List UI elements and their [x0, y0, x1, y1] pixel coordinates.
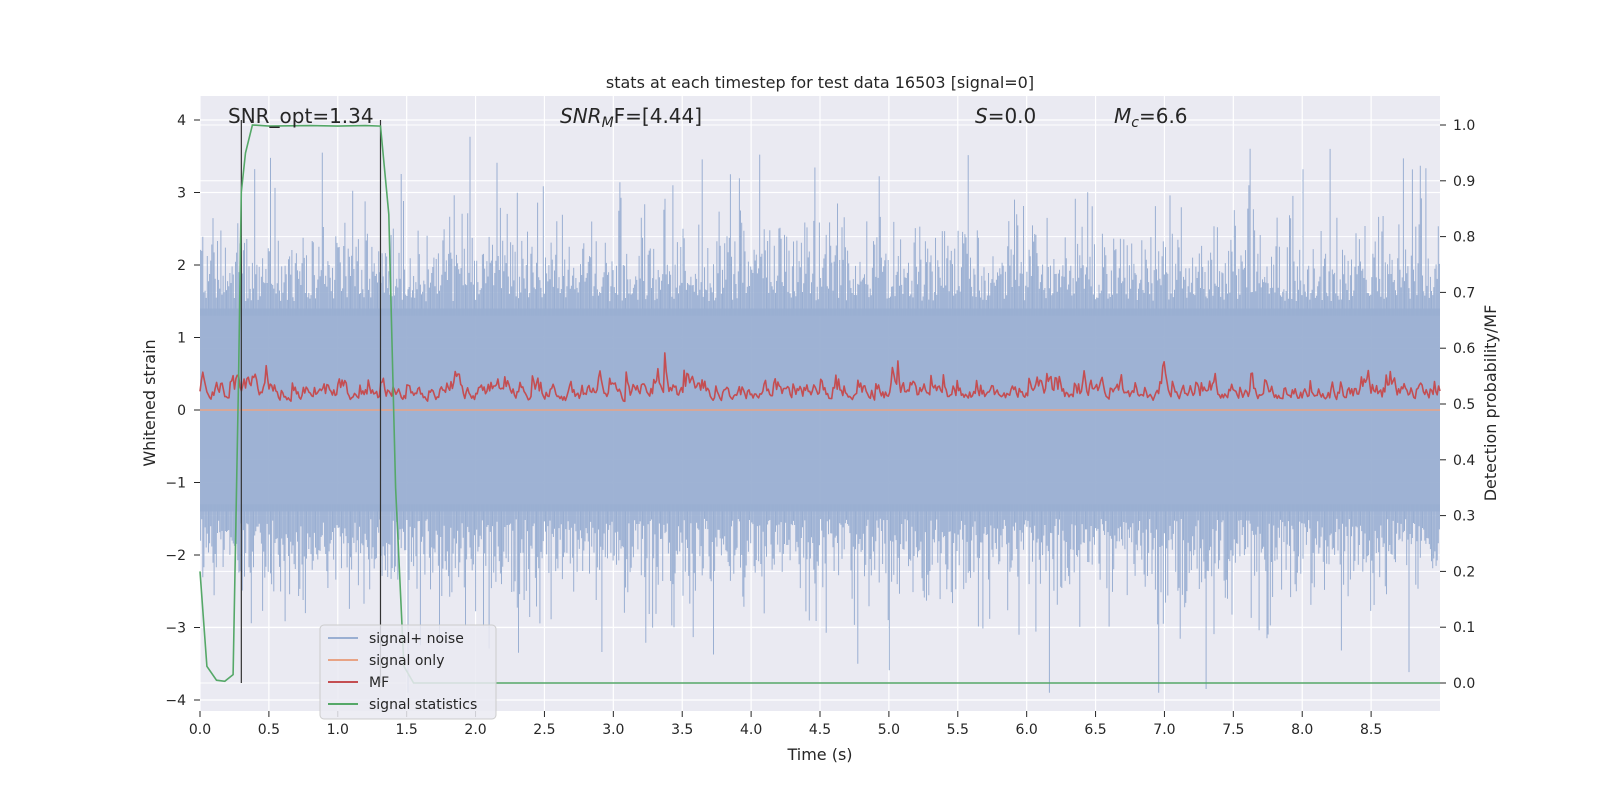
x-tick-label: 2.0 [464, 722, 486, 738]
y-tick-label: −2 [165, 548, 186, 564]
y2-tick-label: 0.6 [1453, 341, 1475, 357]
x-tick-label: 0.5 [258, 722, 280, 738]
x-tick-label: 1.0 [327, 722, 349, 738]
x-tick-label: 5.5 [947, 722, 969, 738]
x-tick-label: 5.0 [878, 722, 900, 738]
y-tick-label: 0 [177, 403, 186, 419]
x-tick-label: 4.5 [809, 722, 831, 738]
x-tick-label: 8.0 [1291, 722, 1313, 738]
y2-tick-label: 0.9 [1453, 174, 1475, 190]
x-tick-label: 3.0 [602, 722, 624, 738]
y-tick-label: −1 [165, 476, 186, 492]
y-tick-label: 4 [177, 113, 186, 129]
y-tick-label: 1 [177, 331, 186, 347]
annotation-snr-mf-symbol: SNR [560, 104, 602, 128]
x-tick-label: 0.0 [189, 722, 211, 738]
series-mf [199, 352, 1441, 403]
y-tick-labels: 4 3 2 1 0 −1 −2 −3 −4 [165, 113, 200, 709]
x-tick-label: 7.0 [1153, 722, 1175, 738]
annotation-mc-symbol: M [1114, 104, 1131, 128]
x-axis-label: Time (s) [786, 745, 852, 764]
y-tick-label: 2 [177, 258, 186, 274]
y2-tick-label: 0.7 [1453, 285, 1475, 301]
annotation-snr-mf-value: F=[4.44] [614, 104, 702, 128]
chart-title: stats at each timestep for test data 165… [606, 73, 1034, 92]
y2-tick-labels: 1.0 0.9 0.8 0.7 0.6 0.5 0.4 0.3 0.2 0.1 0.0 [1440, 118, 1475, 692]
y-tick-label: −4 [165, 693, 186, 709]
annotation-snr-mf: SNRMF=[4.44] [560, 104, 702, 131]
legend-box [319, 624, 497, 720]
x-tick-label: 1.5 [396, 722, 418, 738]
x-tick-label: 6.5 [1084, 722, 1106, 738]
y2-axis-label: Detection probability/MF [1481, 305, 1500, 502]
y2-tick-label: 0.2 [1453, 564, 1475, 580]
annotation-mc: Mc=6.6 [1114, 104, 1188, 131]
legend-label-signal-statistics: signal statistics [369, 697, 477, 713]
y-tick-label: 3 [177, 186, 186, 202]
y2-tick-label: 0.4 [1453, 453, 1475, 469]
y2-tick-label: 0.5 [1453, 397, 1475, 413]
x-tick-label: 8.5 [1360, 722, 1382, 738]
x-tick-label: 2.5 [533, 722, 555, 738]
legend-label-mf: MF [369, 675, 389, 691]
annotation-mc-subscript: c [1131, 115, 1139, 131]
y2-tick-label: 0.3 [1453, 509, 1475, 525]
x-tick-label: 4.0 [740, 722, 762, 738]
x-tick-label: 6.0 [1016, 722, 1038, 738]
annotation-mc-value: =6.6 [1139, 104, 1188, 128]
y2-tick-label: 1.0 [1453, 118, 1475, 134]
annotation-snr-mf-subscript: M [602, 115, 614, 131]
y2-tick-label: 0.0 [1453, 676, 1475, 692]
annotation-s-value: =0.0 [988, 104, 1037, 128]
legend: signal+ noise signal only MF signal stat… [319, 624, 497, 720]
annotation-s: S=0.0 [975, 104, 1036, 128]
x-tick-labels: 0.0 0.5 1.0 1.5 2.0 2.5 3.0 3.5 4.0 4.5 5.0 5.5 6.0 6… [189, 711, 1382, 738]
x-tick-label: 7.5 [1222, 722, 1244, 738]
y-axis-label: Whitened strain [140, 339, 159, 466]
annotation-snr-opt: SNR_opt=1.34 [228, 104, 374, 128]
y2-tick-label: 0.8 [1453, 230, 1475, 246]
annotation-s-symbol: S [975, 104, 988, 128]
noise-upper-spikes [200, 136, 1440, 316]
y-tick-label: −3 [165, 621, 186, 637]
legend-label-signal-only: signal only [369, 653, 444, 669]
y2-tick-label: 0.1 [1453, 620, 1475, 636]
noise-lower-spikes [200, 504, 1440, 693]
x-tick-label: 3.5 [671, 722, 693, 738]
mf-line [199, 352, 1441, 403]
legend-label-signal-plus-noise: signal+ noise [369, 631, 464, 647]
